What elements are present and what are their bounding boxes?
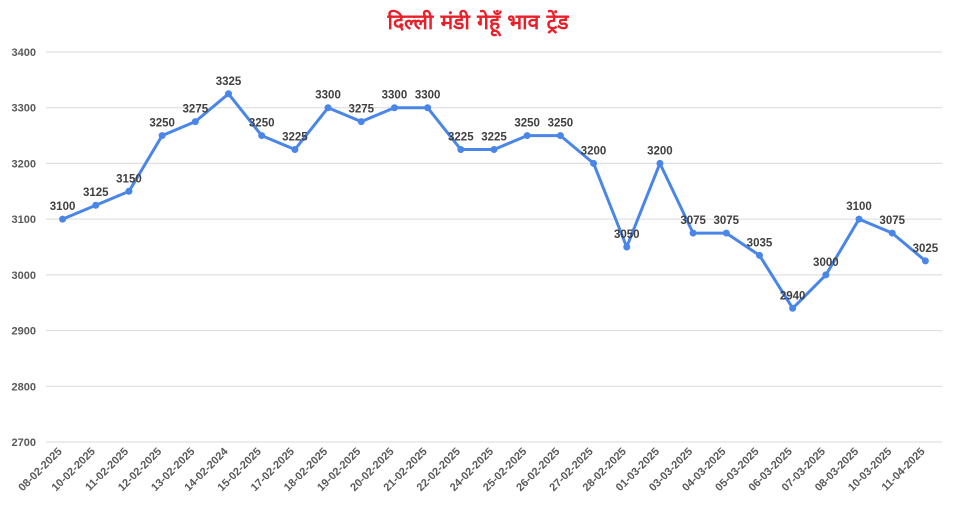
data-point	[424, 104, 432, 112]
data-point	[258, 132, 266, 140]
y-tick-label: 3200	[12, 158, 36, 170]
data-point	[556, 132, 564, 140]
data-label: 3325	[216, 76, 242, 88]
data-point	[523, 132, 531, 140]
data-label: 3125	[83, 187, 109, 199]
data-label: 3225	[282, 132, 308, 144]
data-point	[822, 271, 830, 279]
data-label: 3300	[315, 90, 341, 102]
data-label: 3075	[879, 215, 905, 227]
data-label: 3300	[382, 90, 408, 102]
data-point	[789, 304, 797, 312]
data-label: 3100	[50, 201, 76, 213]
data-label: 3200	[581, 145, 607, 157]
data-point	[689, 229, 697, 237]
data-label: 3050	[614, 229, 640, 241]
data-point	[390, 104, 398, 112]
data-point	[656, 159, 664, 167]
data-point	[191, 118, 199, 126]
y-tick-label: 2800	[12, 381, 36, 393]
data-label: 3300	[415, 90, 441, 102]
data-label: 3275	[348, 104, 374, 116]
data-point	[291, 146, 299, 153]
data-point	[755, 251, 763, 259]
data-label: 3000	[813, 257, 839, 269]
data-point	[623, 243, 631, 251]
data-label: 3275	[183, 104, 209, 116]
data-label: 3225	[481, 132, 507, 144]
data-label: 3250	[514, 118, 540, 130]
data-point	[158, 132, 166, 140]
data-label: 2940	[780, 290, 806, 302]
data-point	[92, 201, 100, 209]
y-tick-label: 2700	[12, 437, 36, 449]
data-label: 3225	[448, 132, 474, 144]
data-label: 3025	[913, 243, 939, 255]
y-tick-label: 2900	[12, 326, 36, 338]
chart-title: दिल्ली मंडी गेहूँ भाव ट्रेंड	[387, 10, 569, 34]
data-point	[125, 187, 133, 195]
data-point	[457, 146, 465, 153]
data-point	[921, 257, 929, 265]
data-point	[357, 118, 365, 126]
data-point	[225, 90, 233, 98]
data-point	[855, 215, 863, 223]
data-label: 3200	[647, 145, 673, 157]
y-tick-label: 3000	[12, 270, 36, 282]
data-point	[324, 104, 332, 112]
data-label: 3150	[116, 173, 142, 185]
data-label: 3075	[713, 215, 739, 227]
y-tick-label: 3400	[12, 47, 36, 59]
data-point	[490, 146, 498, 153]
y-tick-label: 3300	[12, 103, 36, 115]
data-point	[590, 159, 598, 167]
data-label: 3075	[680, 215, 706, 227]
data-point	[59, 215, 67, 223]
series-line	[61, 92, 927, 310]
data-label: 3250	[249, 118, 275, 130]
data-label: 3100	[846, 201, 872, 213]
data-label: 3250	[149, 118, 175, 130]
data-point	[888, 229, 896, 237]
y-tick-label: 3100	[12, 214, 36, 226]
data-point	[722, 229, 730, 237]
data-label: 3035	[747, 237, 773, 249]
data-label: 3250	[548, 118, 574, 130]
